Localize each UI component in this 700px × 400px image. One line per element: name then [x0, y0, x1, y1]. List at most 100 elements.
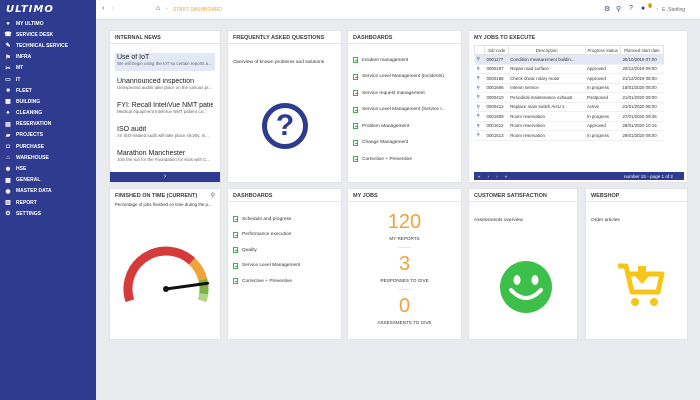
table-row[interactable]: ⚲ 0001666 Interim service In progress 18/01/…	[474, 83, 664, 93]
news-item[interactable]: Unannounced inspection Unexpected audits …	[115, 77, 215, 95]
dashboard-link[interactable]: Service Level Management	[233, 262, 300, 269]
magnifier-icon[interactable]: ⚲	[474, 121, 485, 131]
smiley-face-icon[interactable]	[498, 259, 554, 315]
table-row[interactable]: ⚲ 0001613 Room reservation In progress 29/01…	[474, 130, 664, 141]
panel-title: FREQUENTLY ASKED QUESTIONS	[233, 35, 325, 41]
magnifier-icon[interactable]: ⚲	[474, 130, 485, 141]
document-icon	[353, 57, 358, 63]
user-name[interactable]: E. Sterling	[662, 7, 686, 13]
sidebar-item-report[interactable]: ▥ Report	[0, 197, 96, 208]
news-next-button[interactable]: ›	[110, 172, 220, 182]
forward-arrow-icon[interactable]: ›	[112, 5, 115, 12]
magnifier-icon[interactable]: ⚲	[474, 92, 485, 103]
my-reports-count[interactable]: 120	[387, 211, 422, 233]
search-icon[interactable]: ⚲	[616, 6, 622, 13]
dashboard-link[interactable]: Service Level Management (Incidents)	[353, 73, 444, 80]
sidebar-item-service-desk[interactable]: ☎ Service desk	[0, 29, 96, 40]
table-row[interactable]: ⚲ 0000410 Periodical maintenance exhaust Po…	[474, 92, 664, 103]
table-row[interactable]: ⚲ 0001612 Room reservation Approved 28/01/20…	[474, 121, 664, 131]
table-header[interactable]: Description	[507, 45, 586, 55]
magnifier-icon[interactable]: ⚲	[474, 83, 485, 93]
back-arrow-icon[interactable]: ‹	[102, 5, 105, 12]
dashboard-link[interactable]: Quality	[233, 247, 257, 253]
dashboard-link[interactable]: Schedule and progress	[233, 216, 291, 222]
sidebar-item-label: Technical service	[16, 42, 69, 49]
dashboard-link[interactable]: Service request management	[353, 90, 425, 96]
sidebar-item-cleaning[interactable]: ♠ Cleaning	[0, 108, 96, 119]
magnifier-icon[interactable]: ⚲	[474, 54, 485, 65]
dashboard-link[interactable]: Incident management	[353, 57, 408, 63]
news-item[interactable]: FYI: Recall InteliVue NMT patient c...Me…	[115, 101, 215, 119]
magnifier-icon[interactable]: ⚲	[474, 73, 485, 84]
news-item[interactable]: Use of IoT We will begin using the IoT so…	[115, 53, 215, 71]
dashboard-link[interactable]: Corrective + Preventive	[233, 278, 292, 284]
sidebar-item-mt[interactable]: ✂ MT	[0, 63, 96, 74]
sidebar-item-master-data[interactable]: ◉ Master data	[0, 186, 96, 197]
magnifier-icon[interactable]: ⚲	[474, 64, 485, 74]
assessments-count[interactable]: 0	[398, 295, 411, 317]
panel-title: FINISHED ON TIME (CURRENT)	[115, 193, 198, 199]
question-circle-icon[interactable]: ?	[262, 103, 308, 149]
sidebar-item-fleet[interactable]: ■ Fleet	[0, 85, 96, 96]
faq-panel: FREQUENTLY ASKED QUESTIONS Overview of k…	[227, 30, 342, 183]
help-icon[interactable]: ?	[629, 5, 633, 12]
bell-icon[interactable]: ●	[641, 5, 646, 12]
sidebar-item-label: HSE	[16, 166, 27, 173]
table-row[interactable]: ⚲ 0001177 Condition measurement buildin...…	[474, 54, 664, 65]
table-row[interactable]: ⚲ 0000412 Replace main switch AHU 1 Active 2…	[474, 102, 664, 112]
magnifier-icon[interactable]: ⚲	[474, 102, 485, 112]
table-header[interactable]: Planned start date	[619, 45, 665, 55]
dashboard-link[interactable]: Performance execution	[233, 231, 291, 238]
table-cell-date: 20/12/2019 09:00	[620, 64, 664, 74]
dashboard-label: Problem Management	[362, 123, 410, 129]
table-row[interactable]: ⚲ 0000188 Check shear rotary motor Approved…	[474, 73, 664, 84]
sidebar-item-reservation[interactable]: ▤ Reservation	[0, 119, 96, 130]
sidebar-item-infra[interactable]: ⚑ Infra	[0, 52, 96, 63]
sidebar-item-it[interactable]: ▭ IT	[0, 74, 96, 85]
magnifier-icon[interactable]: ⚲	[474, 111, 485, 122]
table-header-blank	[474, 45, 485, 55]
sidebar-item-hse[interactable]: ✹ HSE	[0, 163, 96, 174]
breadcrumb[interactable]: START DASHBOARD	[173, 7, 222, 13]
document-icon	[233, 278, 238, 284]
table-cell-description: Repair road surface	[508, 64, 585, 74]
dashboard-link[interactable]: Service Level Management (Service r...	[353, 106, 446, 113]
document-icon	[233, 247, 238, 253]
sidebar-item-technical-service[interactable]: ✎ Technical service	[0, 40, 96, 51]
table-row[interactable]: ⚲ 0000187 Repair road surface Approved 20/12…	[474, 64, 664, 74]
table-row[interactable]: ⚲ 0001609 Room reservation In progress 27/01…	[474, 111, 664, 122]
pager-button[interactable]: «	[478, 173, 481, 179]
dashboard-label: Change Management	[362, 140, 409, 145]
table-header[interactable]: Progress status	[584, 45, 621, 55]
news-item[interactable]: Marathon Manchester Join the run for the …	[115, 149, 215, 167]
responses-count[interactable]: 3	[398, 253, 411, 275]
news-item[interactable]: ISO audit An ISO-related audit will take …	[115, 125, 215, 143]
assessments-label: ASSESSMENTS TO GIVE	[377, 320, 432, 325]
table-cell-status: In progress	[585, 83, 621, 93]
sidebar-item-settings[interactable]: ⚙ Settings	[0, 208, 96, 219]
sidebar-item-my-ultimo[interactable]: ● My Ultimo	[0, 18, 96, 29]
table-cell-date: 21/12/2019 08:00	[620, 73, 664, 84]
chart-icon: ▥	[5, 200, 11, 207]
jobs-table: Job code Description Progress status Planne…	[474, 45, 665, 141]
settings-gear-icon[interactable]: ⚙	[604, 6, 611, 13]
table-cell-date: 21/01/2020 08:00	[620, 102, 664, 112]
shopping-cart-icon[interactable]	[616, 262, 666, 310]
gauge-hub	[163, 286, 169, 292]
dashboard-link[interactable]: Corrective + Preventive	[353, 156, 412, 162]
sidebar-item-projects[interactable]: ▰ Projects	[0, 130, 96, 141]
sidebar-item-warehouse[interactable]: ⌂ Warehouse	[0, 152, 96, 163]
sidebar-item-purchase[interactable]: ◘ Purchase	[0, 141, 96, 152]
home-icon[interactable]: ⌂	[156, 5, 161, 12]
sidebar-item-building[interactable]: ▦ Building	[0, 96, 96, 107]
dashboard-link[interactable]: Problem Management	[353, 123, 409, 129]
dashboard-link[interactable]: Change Management	[353, 139, 409, 146]
table-cell-description: Room reservation	[508, 130, 585, 141]
pager-button[interactable]: »	[504, 173, 508, 179]
pager-button[interactable]: ‹	[487, 173, 490, 179]
sidebar-item-general[interactable]: ▦ General	[0, 175, 96, 186]
table-header[interactable]: Job code	[484, 45, 509, 55]
zoom-icon[interactable]: ⚲	[210, 193, 215, 199]
pager-button[interactable]: ›	[496, 173, 498, 179]
news-body: Unexpected audits take place on the vari…	[117, 85, 212, 90]
